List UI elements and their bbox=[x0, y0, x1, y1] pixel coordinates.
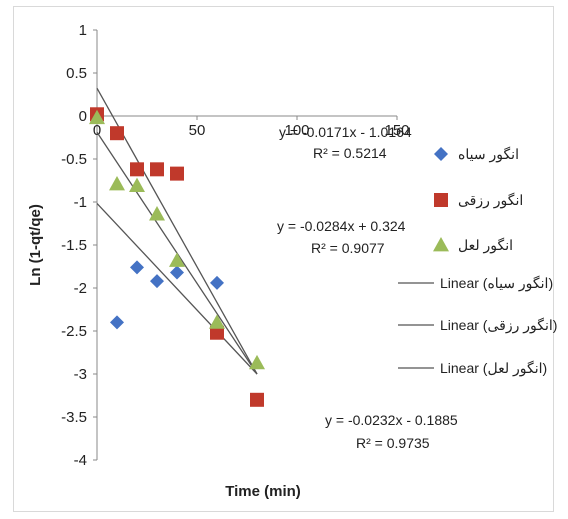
y-tick-label: -1.5 bbox=[61, 237, 87, 254]
marker-series-3 bbox=[209, 314, 225, 329]
y-axis-title: Ln (1-qt/qe) bbox=[27, 204, 44, 286]
y-tick-label: 1 bbox=[79, 22, 87, 39]
marker-series-3 bbox=[169, 252, 185, 267]
y-tick-label: -3.5 bbox=[61, 409, 87, 426]
marker-series-3 bbox=[89, 109, 105, 125]
trendline-equations: y = -0.0171x - 1.0164 R² = 0.5214 y = -0… bbox=[277, 124, 458, 451]
marker-series-2 bbox=[170, 166, 184, 181]
y-axis-ticks: 1 0.5 0 -0.5 -1 -1.5 -2 -2.5 -3 -3.5 -4 bbox=[61, 22, 97, 469]
data-markers bbox=[89, 107, 265, 407]
legend-marker-3 bbox=[433, 237, 449, 252]
x-tick-label: 150 bbox=[384, 122, 409, 139]
y-tick-label: 0.5 bbox=[66, 65, 87, 82]
legend-label-trendline-2: Linear (انگور رزقی) bbox=[440, 317, 557, 334]
x-tick-label: 100 bbox=[284, 122, 309, 139]
y-tick-label: -2 bbox=[74, 280, 87, 297]
marker-series-3 bbox=[129, 177, 145, 193]
marker-series-2 bbox=[150, 162, 164, 177]
marker-series-3 bbox=[109, 175, 125, 191]
r2-series-1: R² = 0.5214 bbox=[313, 145, 387, 161]
legend-label-series-2: انگور رزقی bbox=[458, 192, 523, 209]
legend-label-trendline-3: Linear (انگور لعل) bbox=[440, 360, 547, 377]
legend-marker-2 bbox=[434, 193, 448, 207]
r2-series-3: R² = 0.9735 bbox=[356, 435, 430, 451]
marker-series-1 bbox=[150, 274, 164, 289]
y-tick-label: -3 bbox=[74, 366, 87, 383]
y-tick-label: -1 bbox=[74, 194, 87, 211]
marker-series-2 bbox=[110, 126, 124, 141]
chart-frame bbox=[13, 6, 554, 512]
marker-series-3 bbox=[249, 354, 265, 370]
y-tick-label: 0 bbox=[79, 108, 87, 125]
x-axis-title: Time (min) bbox=[225, 483, 301, 500]
equation-series-3: y = -0.0232x - 0.1885 bbox=[325, 412, 458, 428]
trendline-1 bbox=[96, 202, 258, 375]
marker-series-1 bbox=[170, 265, 184, 280]
y-tick-label: -4 bbox=[74, 452, 87, 469]
r2-series-2: R² = 0.9077 bbox=[311, 240, 385, 256]
marker-series-2 bbox=[210, 325, 224, 340]
legend-label-trendline-1: Linear (انگور سیاه) bbox=[440, 275, 553, 292]
marker-series-1 bbox=[210, 275, 224, 290]
legend-marker-1 bbox=[434, 147, 448, 161]
marker-series-2 bbox=[250, 392, 264, 407]
y-tick-label: -2.5 bbox=[61, 323, 87, 340]
marker-series-2 bbox=[130, 162, 144, 177]
marker-series-1 bbox=[130, 260, 144, 275]
legend-label-series-3: انگور لعل bbox=[458, 237, 513, 254]
x-tick-label: 0 bbox=[93, 122, 101, 139]
y-tick-label: -0.5 bbox=[61, 151, 87, 168]
equation-series-2: y = -0.0284x + 0.324 bbox=[277, 218, 406, 234]
legend-label-series-1: انگور سیاه bbox=[458, 146, 519, 163]
x-axis-ticks: 0 50 100 150 bbox=[93, 116, 410, 139]
equation-series-1: y = -0.0171x - 1.0164 bbox=[279, 124, 412, 140]
marker-series-3 bbox=[149, 206, 165, 221]
legend: انگور سیاه انگور رزقی انگور لعل Linear (انگ… bbox=[398, 146, 557, 377]
marker-series-1 bbox=[110, 315, 124, 330]
x-tick-label: 50 bbox=[189, 122, 206, 139]
